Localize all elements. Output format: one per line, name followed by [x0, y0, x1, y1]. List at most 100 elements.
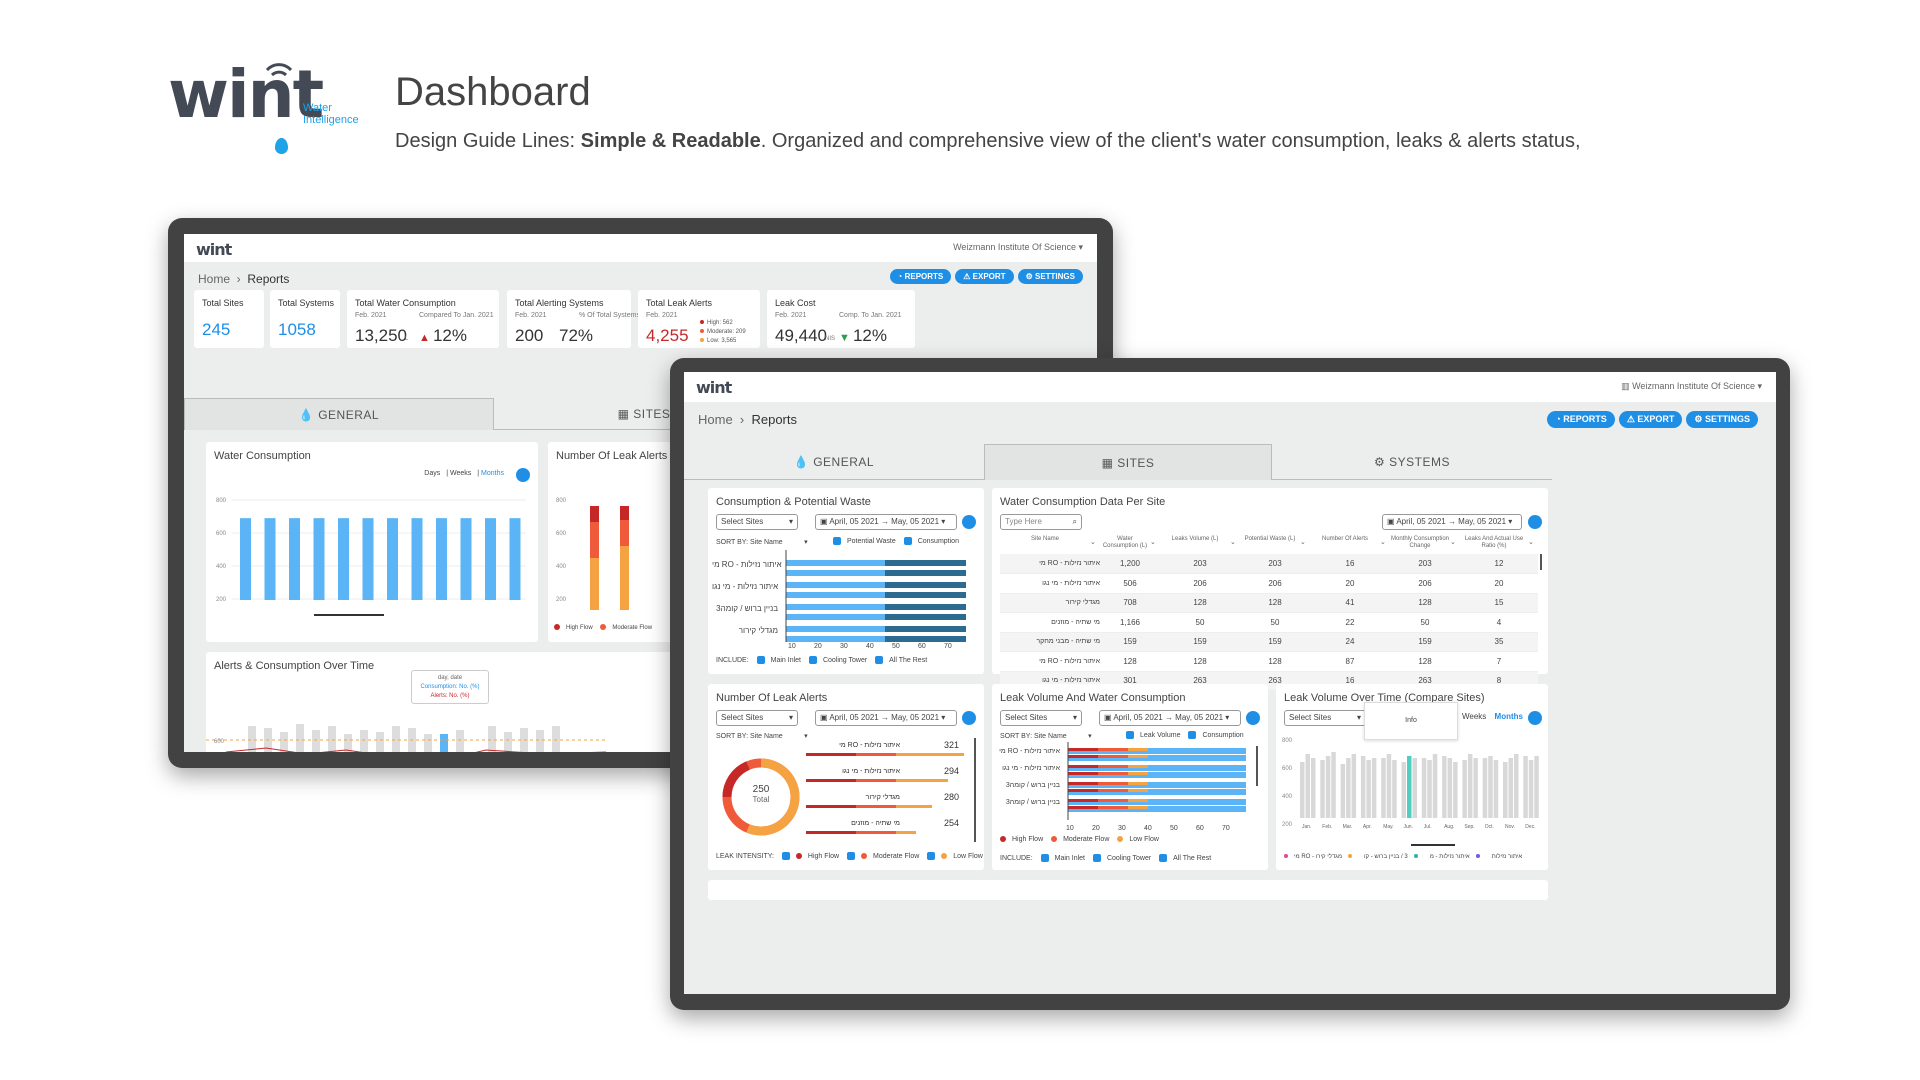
tab-systems[interactable]: ⚙ SYSTEMS	[1272, 444, 1552, 480]
scroll-indicator[interactable]	[314, 614, 384, 616]
svg-text:600: 600	[214, 739, 225, 745]
chevron-down-icon[interactable]: ⌄	[1528, 539, 1534, 546]
select-sites-dropdown[interactable]: Select Sites ▾	[1284, 710, 1366, 726]
legend-consumption[interactable]: Consumption	[1202, 731, 1244, 739]
column-header[interactable]: Water Consumption (L)	[1102, 536, 1148, 549]
chevron-down-icon[interactable]: ⌄	[1300, 539, 1306, 546]
chevron-down-icon[interactable]: ⌄	[1090, 539, 1096, 546]
column-header[interactable]: Leaks Volume (L)	[1171, 536, 1219, 542]
toggle-weeks[interactable]: Weeks	[1462, 712, 1487, 721]
legend-consumption[interactable]: Consumption	[917, 537, 959, 545]
include-label: INCLUDE:	[1000, 854, 1033, 862]
legend-potential-waste[interactable]: Potential Waste	[847, 537, 896, 545]
download-icon[interactable]	[1528, 711, 1542, 725]
select-sites-dropdown[interactable]: Select Sites ▾	[716, 514, 798, 530]
download-icon[interactable]	[516, 468, 530, 482]
chevron-down-icon[interactable]: ⌄	[1380, 539, 1386, 546]
column-header[interactable]: Site Name	[1030, 536, 1059, 542]
kpi-percent: 72%	[559, 326, 594, 345]
org-selector[interactable]: ▥ Weizmann Institute Of Science ▾	[1621, 381, 1762, 391]
org-selector[interactable]: Weizmann Institute Of Science ▾	[953, 242, 1083, 252]
row-label: איתור נזילות - מי נגו	[1002, 765, 1060, 772]
wint-logo: wint Water Intelligence	[168, 62, 368, 162]
chevron-down-icon[interactable]: ⌄	[1150, 539, 1156, 546]
kpi-label: Total Sites	[202, 298, 244, 308]
download-icon[interactable]	[962, 515, 976, 529]
consumption-bar	[1068, 765, 1246, 771]
settings-button[interactable]: ⚙ SETTINGS	[1017, 269, 1083, 284]
export-button[interactable]: ⚠ EXPORT	[1618, 411, 1683, 428]
column-header[interactable]: Monthly Consumption Change	[1390, 536, 1450, 549]
tab-general[interactable]: 💧 GENERAL	[684, 444, 984, 480]
sort-dropdown[interactable]: Site Name	[750, 733, 783, 740]
include-cooling-tower[interactable]: Cooling Tower	[822, 656, 868, 664]
include-all-rest[interactable]: All The Rest	[1173, 854, 1212, 862]
legend-leak-volume[interactable]: Leak Volume	[1140, 731, 1181, 739]
table-row[interactable]: איתור נזילות - מי נגו 506 206 206 20 206 20	[1000, 573, 1538, 594]
search-input[interactable]: Type Here ⌕	[1000, 514, 1082, 530]
include-all-rest[interactable]: All The Rest	[889, 656, 928, 664]
date-range-picker[interactable]: ▣ April, 05 2021 → May, 05 2021 ▾	[815, 514, 957, 530]
table-row[interactable]: מי RO - איתור נזילות 1,200 203 203 16 203 12	[1000, 554, 1538, 574]
column-header[interactable]: Leaks And Actual Use Ratio (%)	[1464, 536, 1524, 549]
toggle-months[interactable]: Months	[1494, 712, 1523, 721]
bar	[1514, 754, 1519, 818]
legend-high-flow[interactable]: High Flow	[807, 852, 840, 860]
bar	[460, 518, 472, 600]
download-icon[interactable]	[1528, 515, 1542, 529]
table-row[interactable]: מי שתיה - מבני מחקר 159 159 159 24 159 35	[1000, 632, 1538, 652]
download-icon[interactable]	[1246, 711, 1260, 725]
sort-dropdown[interactable]: Site Name	[750, 539, 783, 546]
bar	[387, 518, 398, 600]
wifi-icon	[265, 63, 293, 77]
reports-button[interactable]: ◔ REPORTS	[889, 269, 952, 284]
legend-low-flow[interactable]: Low Flow	[953, 852, 983, 860]
tab-sites[interactable]: ▦ SITES	[494, 398, 794, 430]
include-main-inlet[interactable]: Main Inlet	[1054, 854, 1085, 862]
x-tick: Mar.	[1343, 824, 1353, 830]
x-tick: 40	[866, 643, 874, 650]
toggle-weeks[interactable]: Weeks	[449, 470, 472, 477]
column-header[interactable]: Number Of Alerts	[1321, 536, 1368, 542]
date-range-picker[interactable]: ▣ April, 05 2021 → May, 05 2021 ▾	[1382, 514, 1522, 530]
table-scrollbar[interactable]	[1540, 554, 1542, 570]
table-row[interactable]: מי שתיה - מוזנים 1,166 50 50 22 50 4	[1000, 612, 1538, 633]
scroll-indicator[interactable]	[1411, 844, 1455, 846]
table-row[interactable]: מגדלי קירור 708 128 128 41 128 15	[1000, 593, 1538, 613]
include-main-inlet[interactable]: Main Inlet	[770, 656, 801, 664]
sort-dropdown[interactable]: Site Name	[1034, 733, 1067, 740]
reports-button[interactable]: ◔ REPORTS	[1547, 411, 1615, 428]
y-tick: 400	[216, 564, 227, 570]
bar	[485, 518, 496, 600]
bar	[1442, 756, 1447, 818]
select-sites-dropdown[interactable]: Select Sites ▾	[716, 710, 798, 726]
high-flow-bar	[1068, 799, 1098, 802]
x-tick: 30	[1118, 825, 1126, 832]
chevron-down-icon[interactable]: ⌄	[1450, 539, 1456, 546]
chevron-down-icon[interactable]: ⌄	[1230, 539, 1236, 546]
table-cell: 128	[1240, 651, 1310, 672]
settings-button[interactable]: ⚙ SETTINGS	[1686, 411, 1758, 428]
date-range-picker[interactable]: ▣ April, 05 2021 → May, 05 2021 ▾	[1099, 710, 1241, 726]
list-scrollbar[interactable]	[974, 738, 976, 842]
legend-high-flow: High Flow	[566, 624, 593, 631]
select-sites-dropdown[interactable]: Select Sites ▾	[1000, 710, 1082, 726]
list-scrollbar[interactable]	[1256, 746, 1258, 786]
include-cooling-tower[interactable]: Cooling Tower	[1106, 854, 1152, 862]
export-button[interactable]: ⚠ EXPORT	[955, 269, 1014, 284]
date-range-picker[interactable]: ▣ April, 05 2021 → May, 05 2021 ▾	[815, 710, 957, 726]
table-row[interactable]: מי RO - איתור נזילות 128 128 128 87 128 7	[1000, 651, 1538, 672]
crumb-home[interactable]: Home	[698, 412, 733, 427]
toggle-days[interactable]: Days	[424, 470, 441, 477]
leak-volume-chart: 10 20 30 40 50 60 70	[1066, 742, 1258, 832]
kpi-label: Leak Cost	[775, 298, 816, 308]
table-cell: 24	[1310, 632, 1390, 652]
tab-sites[interactable]: ▦ SITES	[984, 444, 1272, 480]
legend-moderate-flow[interactable]: Moderate Flow	[873, 852, 920, 860]
toggle-months[interactable]: Months	[481, 470, 504, 477]
tab-general[interactable]: 💧 GENERAL	[184, 398, 494, 430]
column-header[interactable]: Potential Waste (L)	[1244, 536, 1296, 542]
download-icon[interactable]	[962, 711, 976, 725]
crumb-home[interactable]: Home	[198, 272, 231, 286]
table-cell: 35	[1460, 632, 1538, 652]
